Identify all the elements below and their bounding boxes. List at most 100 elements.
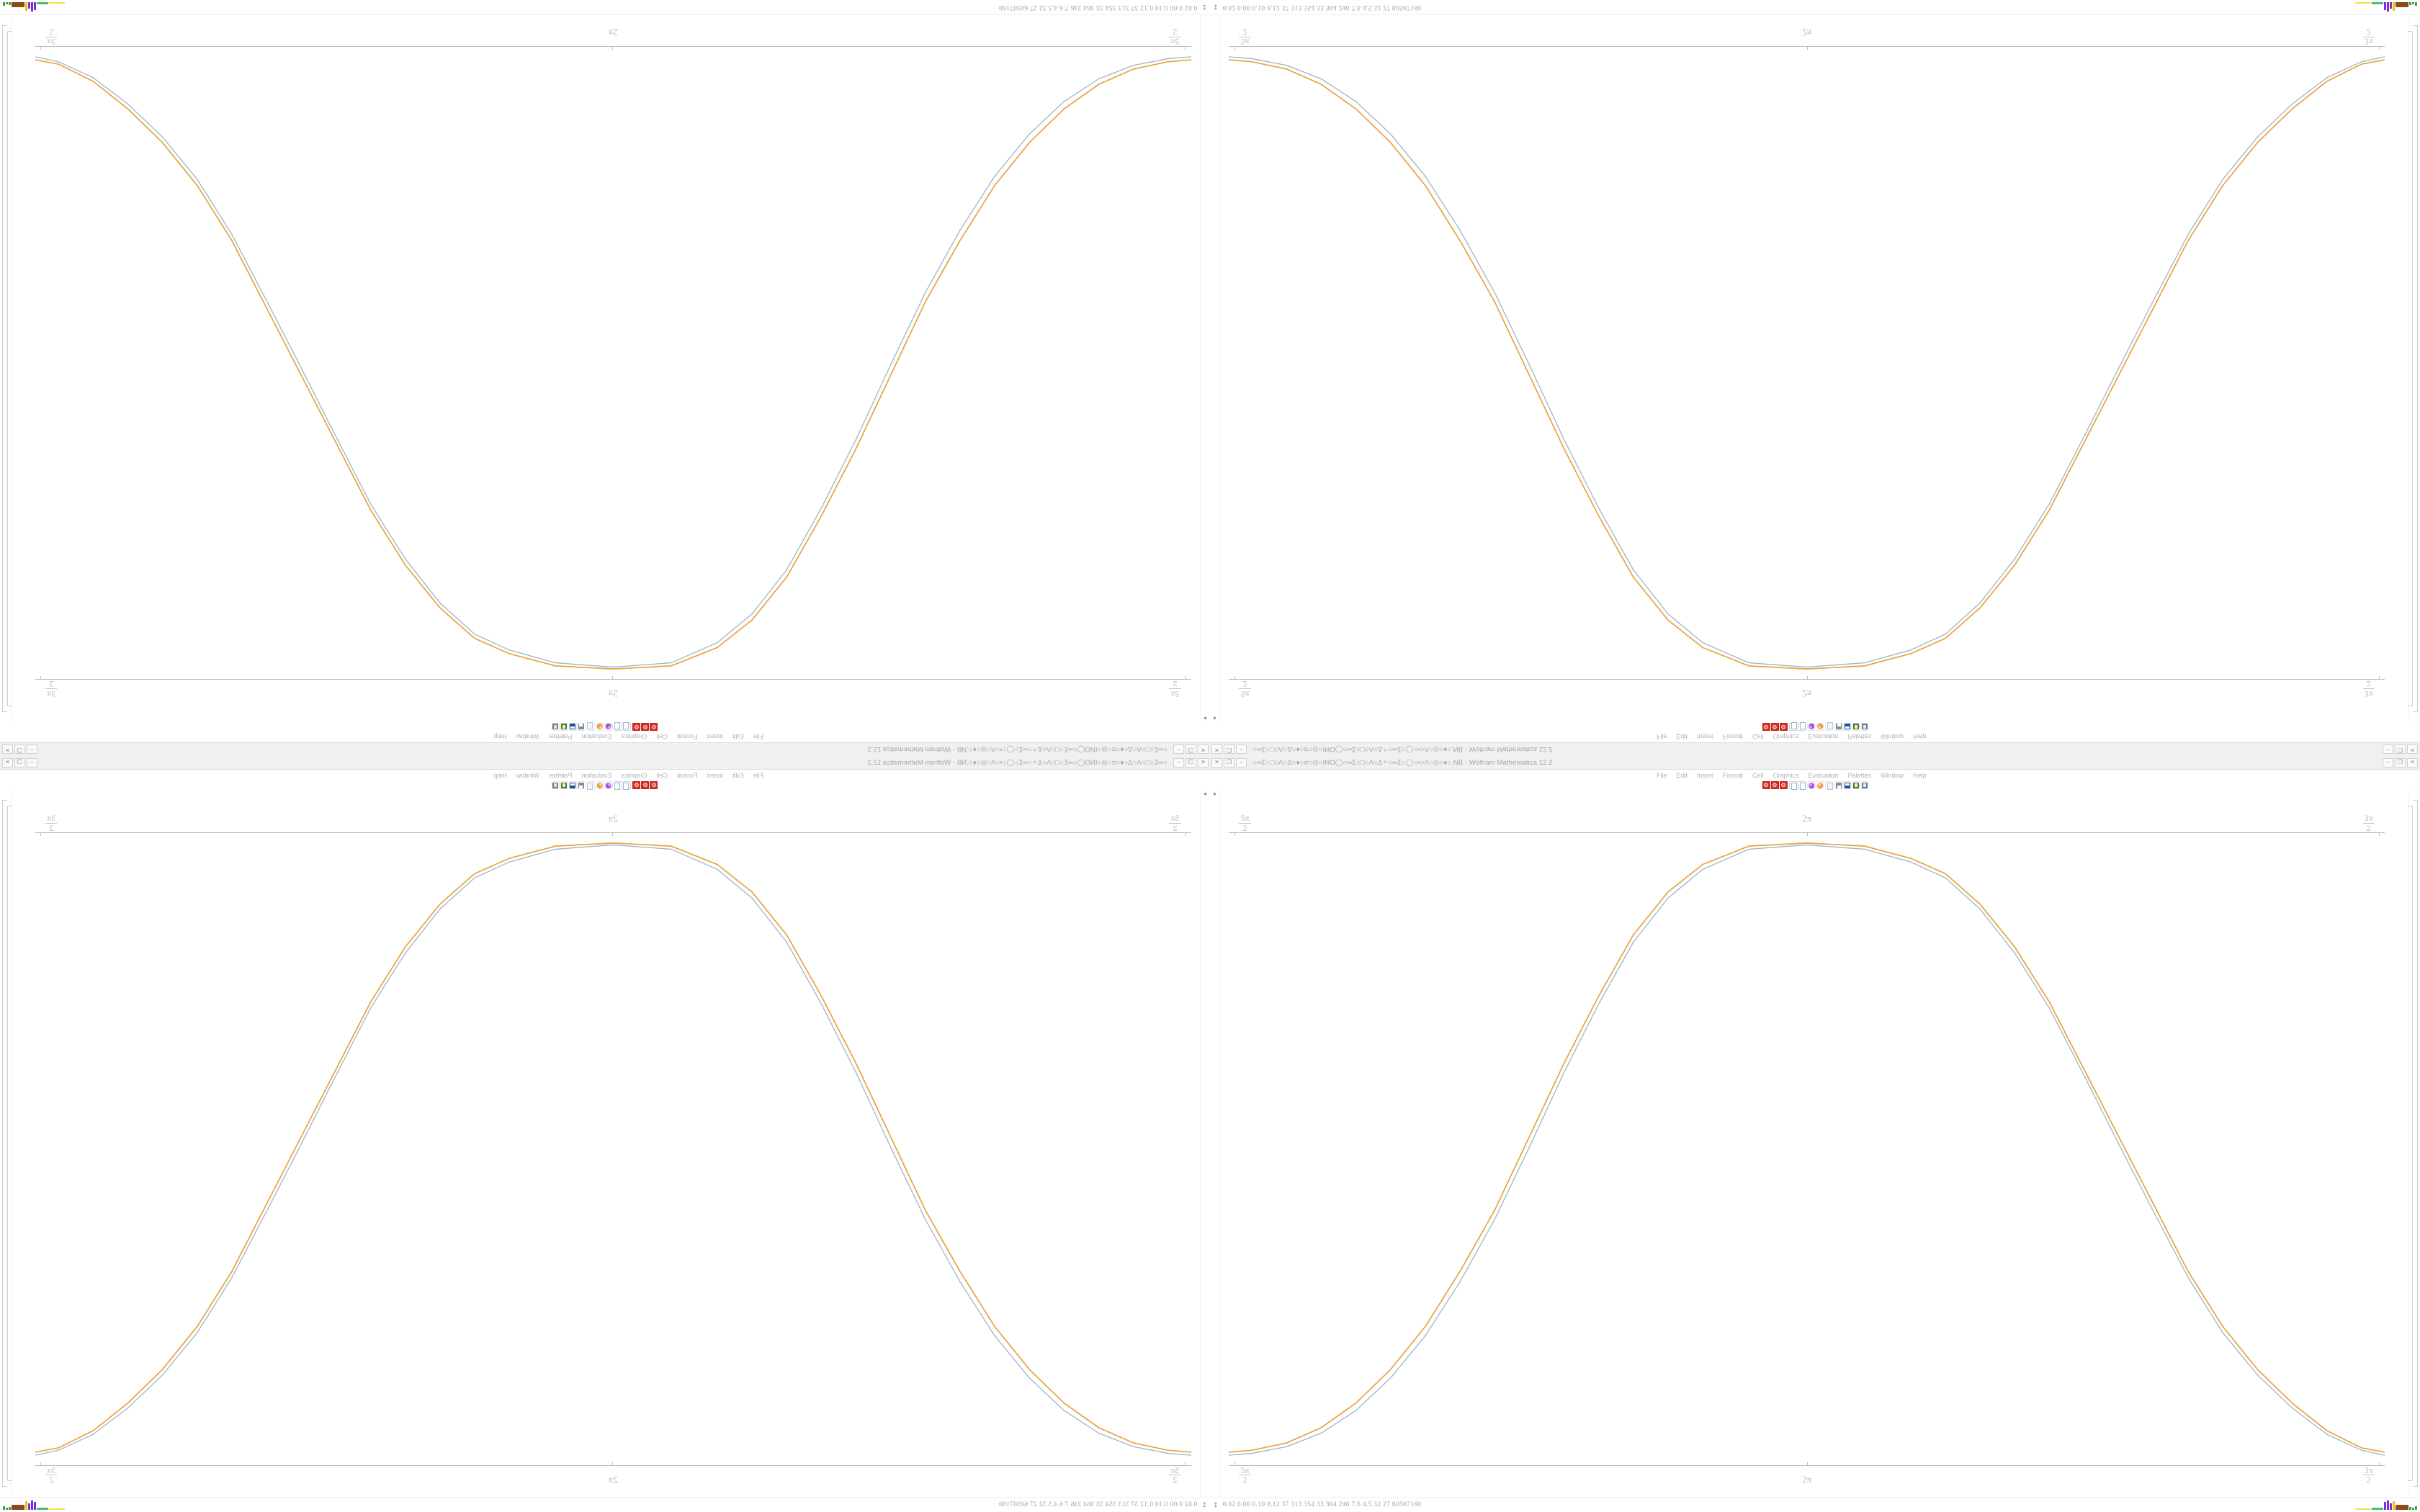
expander-icon[interactable]: ↥: [1213, 1500, 1219, 1508]
expander-icon[interactable]: ↥: [1201, 4, 1207, 12]
menu-item-insert[interactable]: Insert: [1697, 771, 1713, 779]
gear-icon[interactable]: [1762, 781, 1770, 789]
window-minimize-button-right[interactable]: –: [2383, 757, 2393, 768]
window-maximize-button[interactable]: ❐: [1224, 757, 1234, 768]
window-minimize-button[interactable]: –: [1236, 744, 1247, 755]
window-minimize-button[interactable]: –: [1236, 757, 1247, 768]
menu-item-format[interactable]: Format: [676, 733, 698, 741]
scroll-up-icon[interactable]: ▲: [1212, 716, 1217, 721]
gear-icon[interactable]: [650, 781, 658, 789]
green-app-icon[interactable]: [560, 723, 569, 731]
notebook-canvas[interactable]: 5π 2 2π 3π 2: [12, 15, 1200, 722]
cell-bracket-inner[interactable]: [7, 31, 12, 706]
scroll-up-icon[interactable]: ▲: [1203, 791, 1208, 796]
window-close-button[interactable]: ✕: [1198, 757, 1209, 768]
window-minimize-button[interactable]: –: [1173, 744, 1184, 755]
menu-item-palettes[interactable]: Palettes: [548, 733, 573, 741]
save-icon[interactable]: [1834, 781, 1842, 789]
window-minimize-button-right[interactable]: –: [27, 757, 37, 768]
purple-orb-icon[interactable]: [1806, 781, 1815, 789]
gear-icon[interactable]: [641, 723, 650, 731]
orange-orb-icon[interactable]: [596, 781, 605, 789]
purple-orb-icon[interactable]: [1806, 723, 1815, 731]
window-minimize-button-right[interactable]: –: [27, 744, 37, 755]
menu-item-edit[interactable]: Edit: [1676, 733, 1688, 741]
database-icon[interactable]: [1842, 723, 1851, 731]
menu-item-format[interactable]: Format: [1722, 733, 1744, 741]
menu-item-window[interactable]: Window: [1881, 771, 1904, 779]
menu-item-file[interactable]: File: [753, 733, 763, 741]
window-minimize-button[interactable]: –: [1173, 757, 1184, 768]
save-icon[interactable]: [1834, 723, 1842, 731]
menu-item-graphics[interactable]: Graphics: [1773, 771, 1799, 779]
menu-item-graphics[interactable]: Graphics: [621, 771, 647, 779]
cell-bracket-outer[interactable]: [2, 800, 7, 1487]
menu-item-palettes[interactable]: Palettes: [548, 771, 573, 779]
plot-graphic[interactable]: 5π 2 2π 3π 2: [1229, 807, 2385, 1491]
window-maximize-button-right[interactable]: ❐: [2395, 757, 2406, 768]
menu-item-help[interactable]: Help: [1913, 733, 1927, 741]
window-close-button-right[interactable]: ✕: [2407, 744, 2418, 755]
menu-item-insert[interactable]: Insert: [707, 771, 723, 779]
menu-item-edit[interactable]: Edit: [732, 771, 744, 779]
window-close-button[interactable]: ✕: [1211, 757, 1222, 768]
plot-graphic[interactable]: 5π 2 2π 3π 2: [35, 807, 1191, 1491]
menu-item-window[interactable]: Window: [516, 771, 539, 779]
purple-orb-icon[interactable]: [605, 723, 614, 731]
window-minimize-button-right[interactable]: –: [2383, 744, 2393, 755]
cell-bracket-inner[interactable]: [2408, 806, 2413, 1481]
gear-icon[interactable]: [632, 781, 641, 789]
grey-app-icon[interactable]: [1860, 723, 1868, 731]
menu-item-format[interactable]: Format: [676, 771, 698, 779]
scroll-up-icon[interactable]: ▲: [1203, 716, 1208, 721]
window-close-button-right[interactable]: ✕: [2, 744, 13, 755]
menu-item-cell[interactable]: Cell: [656, 771, 668, 779]
window-maximize-button[interactable]: ❐: [1186, 744, 1196, 755]
menu-item-insert[interactable]: Insert: [707, 733, 723, 741]
menu-item-edit[interactable]: Edit: [732, 733, 744, 741]
scroll-up-icon[interactable]: ▲: [1212, 791, 1217, 796]
plot-graphic[interactable]: 5π 2 2π 3π 2: [35, 21, 1191, 705]
grey-app-icon[interactable]: [1860, 781, 1868, 789]
document-icon[interactable]: [614, 781, 623, 789]
orange-orb-icon[interactable]: [1815, 723, 1824, 731]
cell-bracket-outer[interactable]: [2, 25, 7, 712]
window-maximize-button[interactable]: ❐: [1186, 757, 1196, 768]
orange-orb-icon[interactable]: [1815, 781, 1824, 789]
gear-icon[interactable]: [1779, 723, 1788, 731]
grey-app-icon[interactable]: [552, 781, 560, 789]
menu-item-cell[interactable]: Cell: [1752, 733, 1764, 741]
menu-item-insert[interactable]: Insert: [1697, 733, 1713, 741]
gear-icon[interactable]: [632, 723, 641, 731]
window-close-button-right[interactable]: ✕: [2407, 757, 2418, 768]
menu-item-file[interactable]: File: [1657, 733, 1667, 741]
notebook-canvas[interactable]: 5π 2 2π 3π 2: [1220, 15, 2408, 722]
green-app-icon[interactable]: [1851, 781, 1860, 789]
window-close-button[interactable]: ✕: [1198, 744, 1209, 755]
pages-icon[interactable]: [1824, 723, 1833, 731]
document-icon[interactable]: [623, 723, 632, 731]
orange-orb-icon[interactable]: [596, 723, 605, 731]
green-app-icon[interactable]: [560, 781, 569, 789]
window-close-button[interactable]: ✕: [1211, 744, 1222, 755]
menu-item-evaluation[interactable]: Evaluation: [581, 733, 612, 741]
document-icon[interactable]: [614, 723, 623, 731]
window-close-button-right[interactable]: ✕: [2, 757, 13, 768]
menu-item-file[interactable]: File: [753, 771, 763, 779]
save-icon[interactable]: [578, 723, 586, 731]
plot-graphic[interactable]: 5π 2 2π 3π 2: [1229, 21, 2385, 705]
database-icon[interactable]: [1842, 781, 1851, 789]
menu-item-cell[interactable]: Cell: [1752, 771, 1764, 779]
menu-item-help[interactable]: Help: [493, 733, 507, 741]
notebook-canvas[interactable]: 5π 2 2π 3π 2: [1220, 790, 2408, 1497]
notebook-canvas[interactable]: 5π 2 2π 3π 2: [12, 790, 1200, 1497]
menu-item-palettes[interactable]: Palettes: [1847, 733, 1872, 741]
menu-item-evaluation[interactable]: Evaluation: [1808, 771, 1839, 779]
grey-app-icon[interactable]: [552, 723, 560, 731]
window-maximize-button-right[interactable]: ❐: [2395, 744, 2406, 755]
gear-icon[interactable]: [1762, 723, 1770, 731]
menu-item-file[interactable]: File: [1657, 771, 1667, 779]
cell-bracket-outer[interactable]: [2413, 800, 2418, 1487]
pages-icon[interactable]: [1824, 781, 1833, 790]
pages-icon[interactable]: [587, 723, 596, 731]
